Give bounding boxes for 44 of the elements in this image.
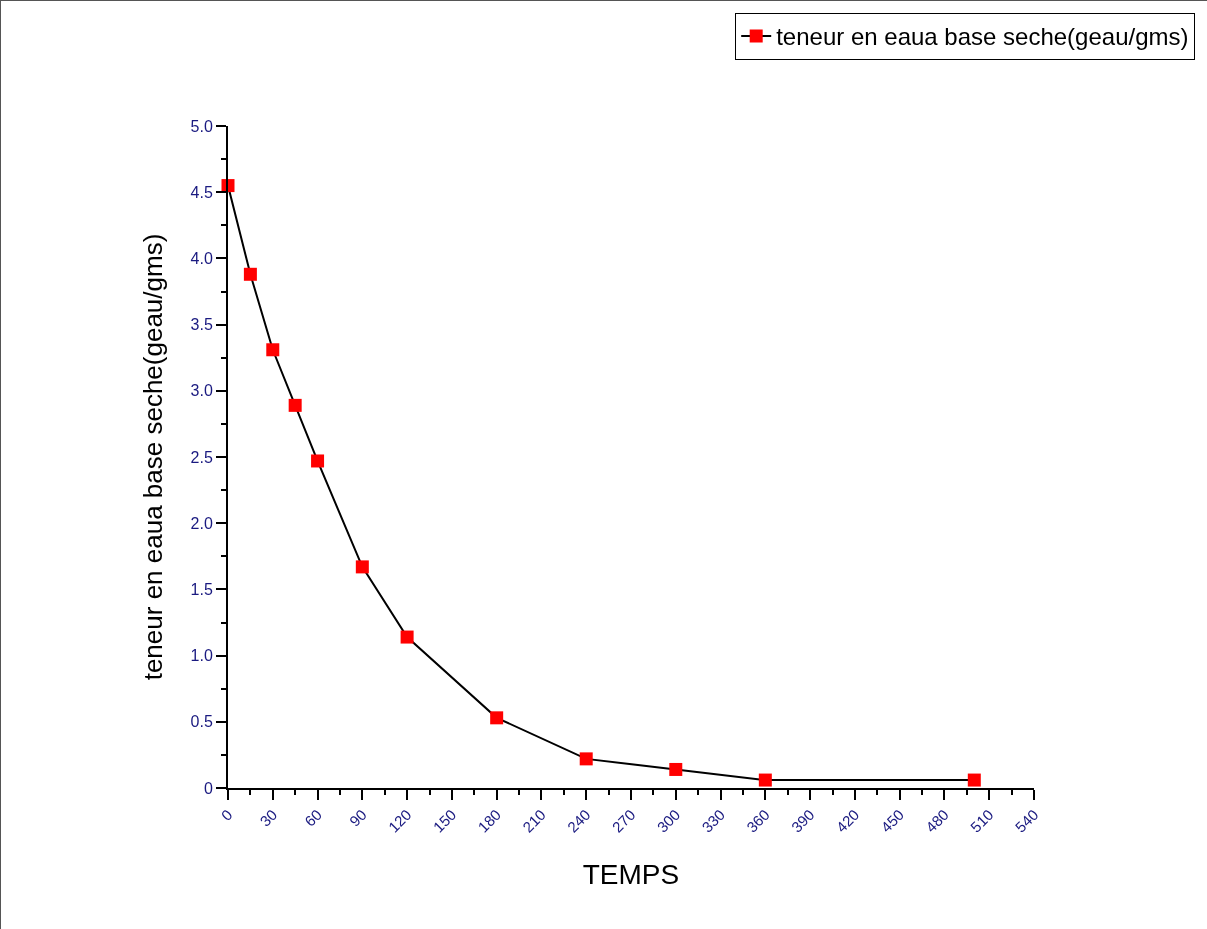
y-tick-label: 0.5 xyxy=(190,713,213,731)
point xyxy=(355,560,369,574)
y-tick-label: 3.5 xyxy=(190,316,213,334)
x-tick-label: 90 xyxy=(345,805,370,830)
point xyxy=(967,773,981,787)
point xyxy=(288,398,302,412)
y-tick-label: 1.5 xyxy=(190,581,213,598)
y-tick-label: 4.0 xyxy=(190,250,213,267)
legend-label: teneur en eaua base seche(geau/gms) xyxy=(776,23,1189,51)
point xyxy=(266,343,280,357)
y-tick-label: 3.0 xyxy=(190,382,213,400)
point xyxy=(490,711,504,725)
y-tick-label: 0 xyxy=(203,779,213,797)
y-tick-label: 4.5 xyxy=(190,183,213,201)
y-axis-title: teneur en eaua base seche(geau/gms) xyxy=(138,233,169,681)
point xyxy=(311,454,325,468)
y-tick-label: 2.0 xyxy=(190,514,213,532)
x-tick-label: 120 xyxy=(384,805,415,836)
x-tick-label: 540 xyxy=(1011,805,1042,836)
point xyxy=(400,630,414,644)
x-tick-label: 300 xyxy=(653,805,684,836)
x-tick-label: 390 xyxy=(787,805,818,836)
x-tick-label: 0 xyxy=(217,805,236,824)
x-axis-title: TEMPS xyxy=(582,859,680,891)
point xyxy=(758,773,772,787)
x-tick-label: 210 xyxy=(519,805,549,836)
point xyxy=(579,752,593,766)
x-tick-label: 240 xyxy=(563,805,594,836)
point xyxy=(669,762,683,776)
x-tick-label: 150 xyxy=(429,805,460,836)
y-tick-label: 1.0 xyxy=(190,647,213,665)
x-tick-label: 30 xyxy=(256,805,281,830)
x-tick-label: 450 xyxy=(877,805,908,836)
y-tick-label: 5.0 xyxy=(190,117,213,135)
x-tick-label: 420 xyxy=(832,805,863,836)
x-tick-label: 270 xyxy=(608,805,639,836)
y-tick-label: 2.5 xyxy=(190,448,213,466)
point xyxy=(243,267,257,281)
x-tick-label: 510 xyxy=(966,805,997,836)
x-tick-label: 330 xyxy=(698,805,728,836)
x-tick-label: 60 xyxy=(301,805,325,830)
x-tick-label: 480 xyxy=(922,805,952,836)
x-tick-label: 360 xyxy=(743,805,773,836)
x-tick-label: 180 xyxy=(474,805,505,836)
